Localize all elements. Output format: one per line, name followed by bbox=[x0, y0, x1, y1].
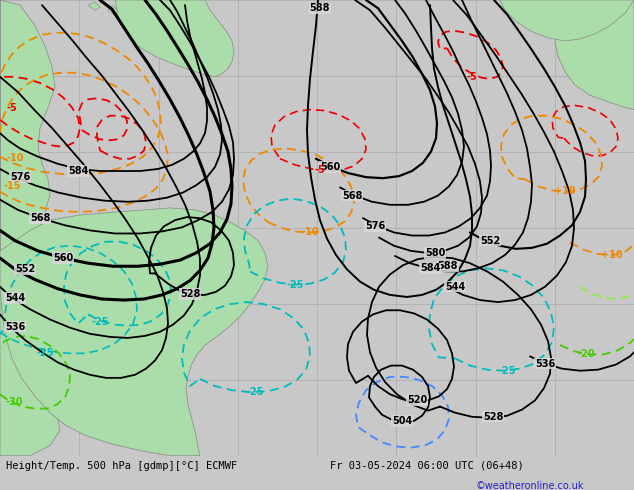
Text: 588: 588 bbox=[437, 261, 458, 271]
Text: 560: 560 bbox=[320, 162, 340, 172]
Text: 552: 552 bbox=[15, 264, 35, 274]
Text: -25: -25 bbox=[91, 317, 109, 326]
Polygon shape bbox=[555, 0, 634, 110]
Text: 544: 544 bbox=[5, 293, 25, 303]
Polygon shape bbox=[108, 5, 118, 15]
Text: -5: -5 bbox=[467, 72, 477, 82]
Text: 536: 536 bbox=[5, 321, 25, 332]
Text: -30: -30 bbox=[5, 397, 23, 408]
Text: 560: 560 bbox=[53, 253, 73, 263]
Text: 536: 536 bbox=[535, 359, 555, 368]
Text: 544: 544 bbox=[445, 282, 465, 292]
Polygon shape bbox=[115, 0, 234, 77]
Text: +10: +10 bbox=[554, 187, 576, 196]
Polygon shape bbox=[500, 0, 634, 41]
Text: 528: 528 bbox=[483, 412, 503, 422]
Text: 568: 568 bbox=[342, 191, 362, 200]
Text: 580: 580 bbox=[425, 248, 445, 258]
Text: 588: 588 bbox=[310, 3, 330, 13]
Text: -25: -25 bbox=[286, 280, 304, 290]
Text: 576: 576 bbox=[365, 221, 385, 231]
Text: 584: 584 bbox=[420, 263, 440, 273]
Polygon shape bbox=[88, 2, 100, 10]
Text: Height/Temp. 500 hPa [gdmp][°C] ECMWF: Height/Temp. 500 hPa [gdmp][°C] ECMWF bbox=[6, 461, 238, 471]
Text: ©weatheronline.co.uk: ©weatheronline.co.uk bbox=[476, 481, 584, 490]
Text: 576: 576 bbox=[10, 172, 30, 182]
Text: -20: -20 bbox=[577, 349, 595, 359]
Text: -25: -25 bbox=[498, 366, 515, 376]
Text: Fr 03-05-2024 06:00 UTC (06+48): Fr 03-05-2024 06:00 UTC (06+48) bbox=[330, 461, 524, 471]
Text: 528: 528 bbox=[180, 289, 200, 299]
Text: 520: 520 bbox=[407, 395, 427, 405]
Polygon shape bbox=[0, 0, 268, 456]
Polygon shape bbox=[0, 0, 60, 456]
Text: -25: -25 bbox=[36, 348, 54, 358]
Text: -5: -5 bbox=[6, 102, 17, 113]
Text: +10: +10 bbox=[601, 250, 623, 260]
Text: -5: -5 bbox=[314, 165, 325, 175]
Text: 552: 552 bbox=[480, 236, 500, 245]
Text: -25: -25 bbox=[246, 387, 264, 397]
Text: -10: -10 bbox=[301, 227, 319, 238]
Text: -15: -15 bbox=[3, 181, 21, 192]
Text: 568: 568 bbox=[30, 213, 50, 223]
Text: -10: -10 bbox=[6, 153, 23, 163]
Text: 584: 584 bbox=[68, 166, 88, 176]
Text: 504: 504 bbox=[392, 416, 412, 426]
